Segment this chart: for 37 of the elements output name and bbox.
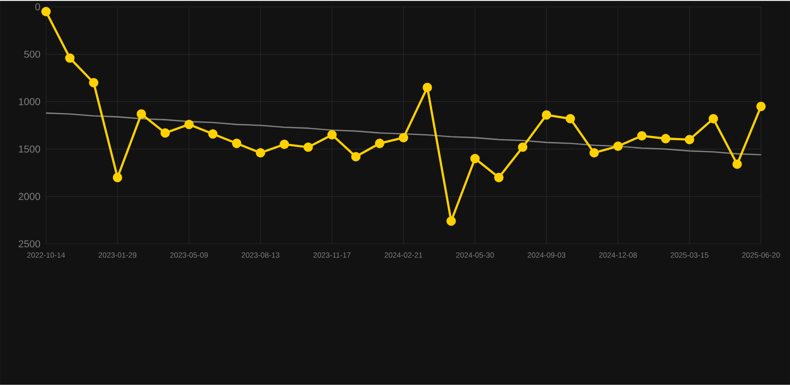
point <box>327 130 337 140</box>
point <box>732 160 742 169</box>
point <box>184 120 194 130</box>
point <box>470 154 480 164</box>
point <box>542 110 552 120</box>
point <box>518 142 528 152</box>
point <box>566 114 576 124</box>
point <box>756 102 766 112</box>
point <box>398 133 408 142</box>
point <box>589 148 599 158</box>
point <box>112 172 122 182</box>
point <box>613 142 623 151</box>
point <box>88 78 98 88</box>
y-tick-label: 500 <box>24 50 40 58</box>
point <box>494 172 504 182</box>
y-tick-label: 2000 <box>18 192 40 200</box>
point <box>422 82 432 92</box>
point <box>232 138 242 148</box>
point <box>446 216 456 226</box>
point <box>637 131 647 141</box>
point <box>708 114 718 124</box>
y-tick-label: 1500 <box>18 146 40 153</box>
point <box>256 148 266 158</box>
point <box>208 129 218 139</box>
point <box>280 140 290 150</box>
y-tick-label: 1000 <box>18 98 40 106</box>
point <box>684 134 694 144</box>
point <box>374 138 384 148</box>
point <box>660 134 670 144</box>
point <box>136 109 146 119</box>
y-tick-label: 2500 <box>18 240 40 248</box>
point <box>160 128 170 138</box>
y-tick-label: 0 <box>35 3 40 10</box>
point <box>65 53 75 63</box>
point <box>41 6 51 16</box>
point <box>303 142 313 152</box>
point <box>351 152 361 162</box>
